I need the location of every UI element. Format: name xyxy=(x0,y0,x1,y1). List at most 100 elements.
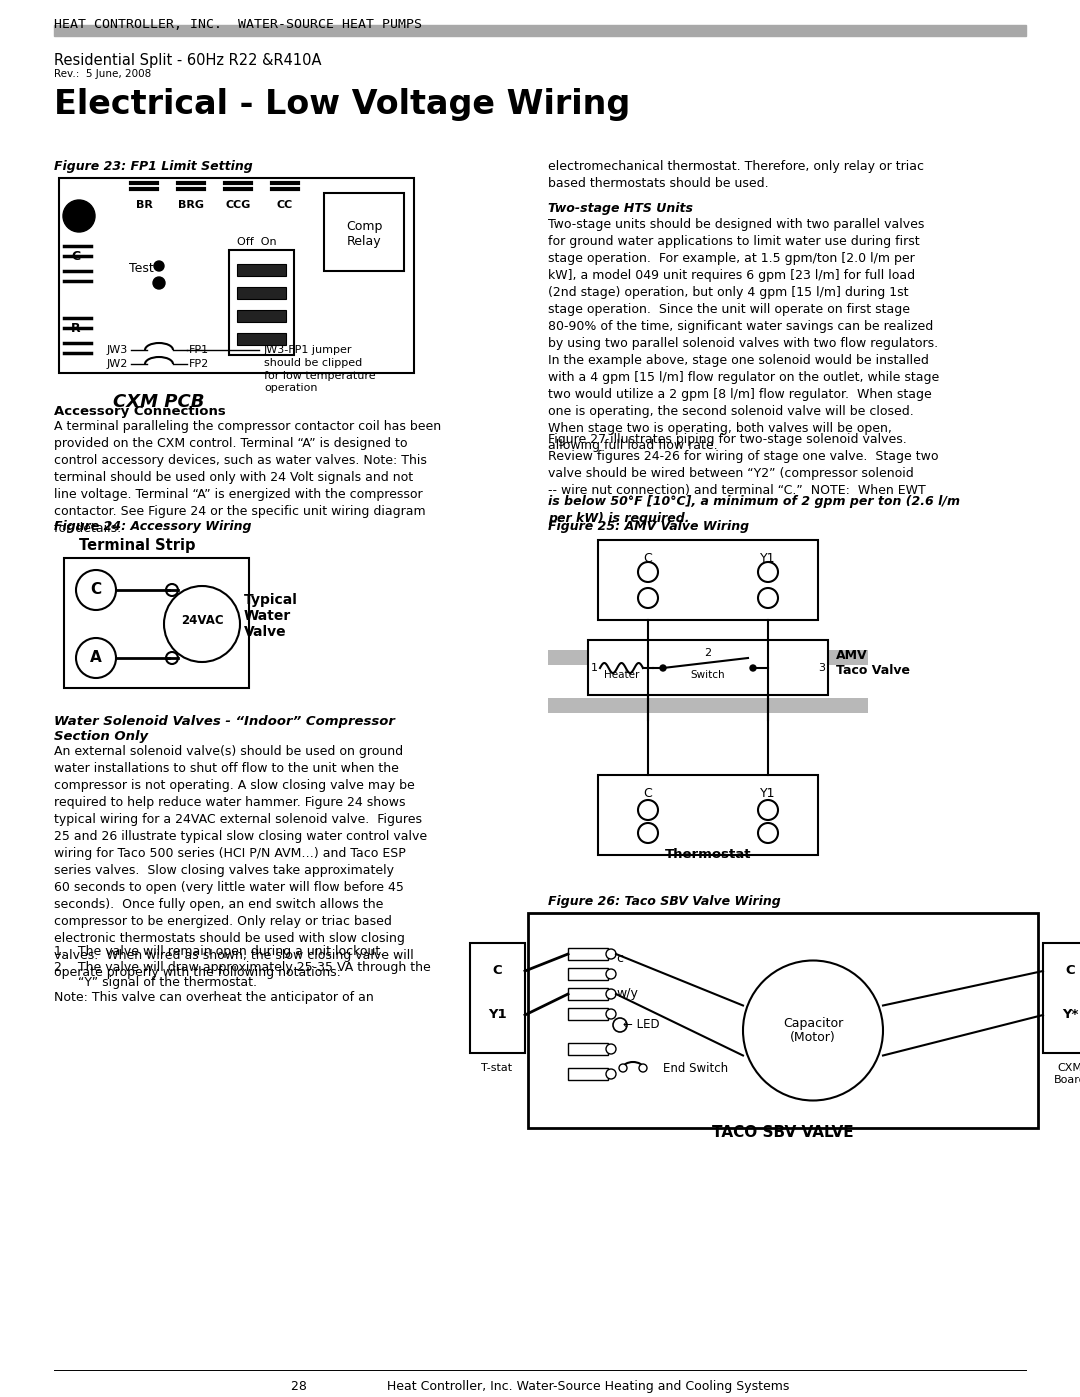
Text: Accessory Connections: Accessory Connections xyxy=(54,405,226,418)
Bar xyxy=(237,286,286,299)
Circle shape xyxy=(639,1065,647,1071)
Text: Test: Test xyxy=(130,261,154,274)
Text: Capacitor
(Motor): Capacitor (Motor) xyxy=(783,1017,843,1045)
Circle shape xyxy=(166,584,178,597)
Text: CC: CC xyxy=(276,200,293,210)
Text: JW2: JW2 xyxy=(106,359,127,369)
Bar xyxy=(528,914,1038,1127)
Bar xyxy=(568,1009,608,1020)
Text: 2: 2 xyxy=(704,648,712,658)
Text: HEAT CONTROLLER, INC.  WATER-SOURCE HEAT PUMPS: HEAT CONTROLLER, INC. WATER-SOURCE HEAT … xyxy=(54,18,422,31)
Text: 1.   The valve will remain open during a unit lockout.: 1. The valve will remain open during a u… xyxy=(54,944,384,958)
Text: FP1: FP1 xyxy=(189,345,210,355)
Circle shape xyxy=(750,665,756,671)
Text: C: C xyxy=(492,964,502,978)
Circle shape xyxy=(166,652,178,664)
Bar xyxy=(59,177,414,373)
Text: electromechanical thermostat. Therefore, only relay or triac
based thermostats s: electromechanical thermostat. Therefore,… xyxy=(548,161,924,190)
Text: Y1: Y1 xyxy=(760,552,775,564)
Text: Figure 23: FP1 Limit Setting: Figure 23: FP1 Limit Setting xyxy=(54,161,253,173)
Text: Figure 25: AMV Valve Wiring: Figure 25: AMV Valve Wiring xyxy=(548,520,750,534)
Text: C: C xyxy=(644,787,652,800)
Bar xyxy=(568,949,608,960)
Bar xyxy=(598,775,818,855)
Bar xyxy=(568,988,608,1000)
Text: A: A xyxy=(90,651,102,665)
Text: Switch: Switch xyxy=(691,671,726,680)
Text: Water Solenoid Valves - “Indoor” Compressor
Section Only: Water Solenoid Valves - “Indoor” Compres… xyxy=(54,715,395,743)
Text: C: C xyxy=(91,583,102,598)
Circle shape xyxy=(758,562,778,583)
Circle shape xyxy=(606,1009,616,1018)
Text: FP2: FP2 xyxy=(189,359,210,369)
Circle shape xyxy=(63,200,95,232)
Text: C: C xyxy=(1065,964,1075,978)
Text: CCG: CCG xyxy=(226,200,251,210)
Text: A terminal paralleling the compressor contactor coil has been
provided on the CX: A terminal paralleling the compressor co… xyxy=(54,420,441,535)
Text: Y*: Y* xyxy=(1062,1009,1078,1021)
Text: 1: 1 xyxy=(591,664,598,673)
Circle shape xyxy=(638,588,658,608)
Circle shape xyxy=(606,1044,616,1053)
Text: An external solenoid valve(s) should be used on ground
water installations to sh: An external solenoid valve(s) should be … xyxy=(54,745,427,979)
Circle shape xyxy=(613,1018,627,1032)
Text: Terminal Strip: Terminal Strip xyxy=(79,538,195,553)
Circle shape xyxy=(619,1065,627,1071)
Bar xyxy=(470,943,525,1053)
Text: CXM
Board: CXM Board xyxy=(1054,1063,1080,1084)
Text: End Switch: End Switch xyxy=(663,1062,728,1074)
Circle shape xyxy=(154,261,164,271)
Text: Y1: Y1 xyxy=(488,1009,507,1021)
Text: Comp
Relay: Comp Relay xyxy=(346,219,382,249)
Text: TACO SBV VALVE: TACO SBV VALVE xyxy=(712,1125,854,1140)
Text: 28                    Heat Controller, Inc. Water-Source Heating and Cooling Sys: 28 Heat Controller, Inc. Water-Source He… xyxy=(291,1380,789,1393)
Circle shape xyxy=(164,585,240,662)
Text: 24VAC: 24VAC xyxy=(180,613,224,626)
Circle shape xyxy=(76,638,116,678)
Circle shape xyxy=(606,1069,616,1078)
Text: Off  On: Off On xyxy=(237,237,276,247)
Text: C: C xyxy=(71,250,81,263)
Bar xyxy=(568,1044,608,1055)
Circle shape xyxy=(153,277,165,289)
Text: Note: This valve can overheat the anticipator of an: Note: This valve can overheat the antici… xyxy=(54,990,374,1004)
Circle shape xyxy=(638,823,658,842)
Circle shape xyxy=(606,989,616,999)
Text: Figure 24: Accessory Wiring: Figure 24: Accessory Wiring xyxy=(54,520,252,534)
Text: 2.   The valve will draw approximately 25-35 VA through the
      “Y” signal of : 2. The valve will draw approximately 25-… xyxy=(54,961,431,989)
Circle shape xyxy=(606,970,616,979)
Bar xyxy=(568,968,608,981)
Text: Typical
Water
Valve: Typical Water Valve xyxy=(244,592,298,640)
Bar xyxy=(54,25,1026,36)
Bar xyxy=(568,1067,608,1080)
Text: Figure 27 illustrates piping for two-stage solenoid valves.
Review figures 24-26: Figure 27 illustrates piping for two-sta… xyxy=(548,433,939,497)
Text: Electrical - Low Voltage Wiring: Electrical - Low Voltage Wiring xyxy=(54,88,631,122)
Text: Residential Split - 60Hz R22 &R410A: Residential Split - 60Hz R22 &R410A xyxy=(54,53,322,68)
Text: Figure 26: Taco SBV Valve Wiring: Figure 26: Taco SBV Valve Wiring xyxy=(548,895,781,908)
Circle shape xyxy=(758,588,778,608)
Bar xyxy=(237,264,286,277)
Circle shape xyxy=(660,665,666,671)
Circle shape xyxy=(638,562,658,583)
Bar xyxy=(598,541,818,620)
Circle shape xyxy=(638,800,658,820)
Text: w/y: w/y xyxy=(616,986,638,999)
Text: C: C xyxy=(644,552,652,564)
Text: AMV
Taco Valve: AMV Taco Valve xyxy=(836,650,910,678)
Text: c: c xyxy=(616,951,623,964)
Text: Thermostat: Thermostat xyxy=(665,848,752,861)
Text: Two-stage HTS Units: Two-stage HTS Units xyxy=(548,203,693,215)
Bar xyxy=(1043,943,1080,1053)
Bar xyxy=(237,310,286,321)
Circle shape xyxy=(743,961,883,1101)
Bar xyxy=(237,332,286,345)
Text: 3: 3 xyxy=(818,664,825,673)
Bar xyxy=(324,193,404,271)
Text: Heater: Heater xyxy=(604,671,639,680)
Bar xyxy=(548,650,868,665)
Text: Y1: Y1 xyxy=(760,787,775,800)
Circle shape xyxy=(606,949,616,958)
Text: JW3: JW3 xyxy=(106,345,127,355)
Text: JW3-FP1 jumper
should be clipped
for low temperature
operation: JW3-FP1 jumper should be clipped for low… xyxy=(264,345,376,394)
Text: CXM PCB: CXM PCB xyxy=(113,393,205,411)
